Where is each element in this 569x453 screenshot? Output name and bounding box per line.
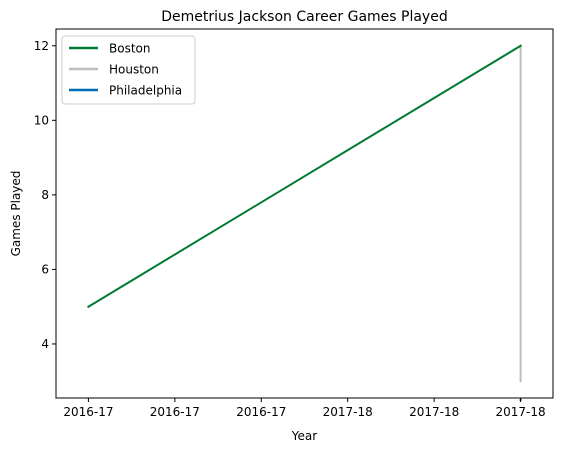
y-tick-label: 8 [41, 188, 49, 202]
x-tick-label: 2017-18 [409, 405, 459, 419]
legend: Boston Houston Philadelphia [61, 35, 196, 105]
legend-box [61, 35, 196, 105]
x-tick-label: 2016-17 [150, 405, 200, 419]
ticks-layer: 2016-17 2016-17 2016-17 2017-18 2017-18 2017-… [34, 39, 546, 419]
legend-label-boston: Boston [109, 42, 150, 56]
x-axis-label: Year [291, 429, 317, 443]
y-tick-label: 4 [41, 337, 49, 351]
x-tick-label: 2017-18 [496, 405, 546, 419]
x-tick-label: 2017-18 [323, 405, 373, 419]
series-line-boston [87, 44, 522, 309]
x-tick-label: 2016-17 [63, 405, 113, 419]
legend-label-philadelphia: Philadelphia [109, 84, 182, 98]
y-axis-label: Games Played [9, 171, 23, 257]
y-tick-label: 12 [34, 39, 49, 53]
axes-layer [55, 28, 554, 399]
y-tick-label: 10 [34, 113, 49, 127]
axes-frame [55, 28, 554, 399]
chart-title: Demetrius Jackson Career Games Played [161, 9, 447, 25]
y-tick-label: 6 [41, 262, 49, 276]
x-tick-label: 2016-17 [236, 405, 286, 419]
legend-label-houston: Houston [109, 63, 159, 77]
